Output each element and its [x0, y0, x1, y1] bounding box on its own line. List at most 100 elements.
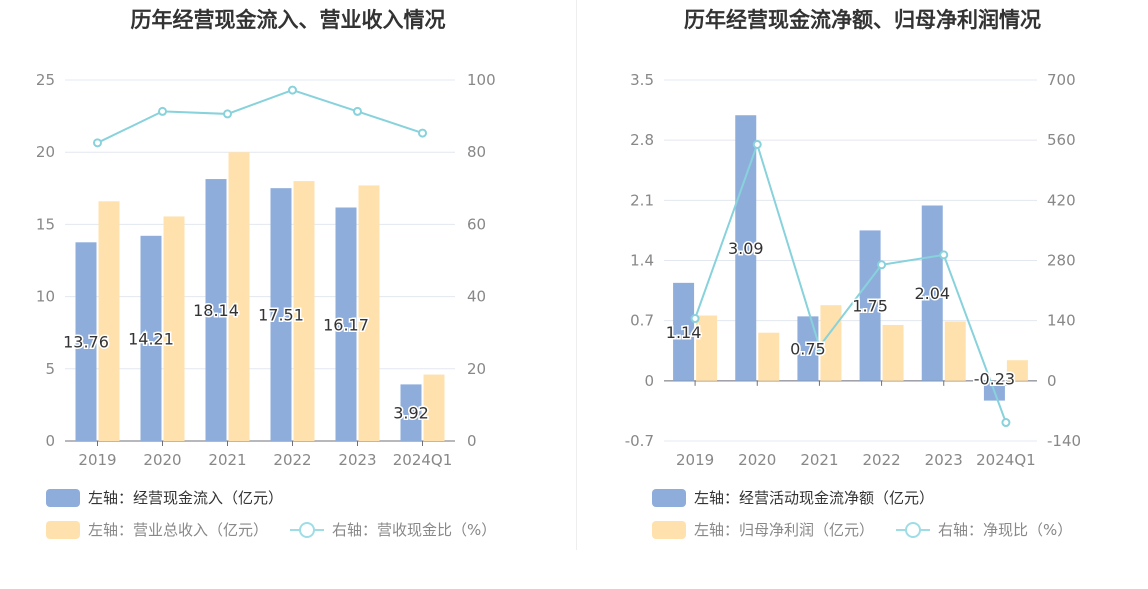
bar — [293, 181, 315, 441]
legend-label: 右轴：营收现金比（%） — [332, 521, 497, 539]
data-label: 16.17 — [323, 315, 369, 334]
chart-title: 历年经营现金流净额、归母净利润情况 — [684, 8, 1041, 32]
bar — [75, 242, 97, 441]
bar — [758, 332, 780, 381]
right-axis-tick: 140 — [1047, 312, 1076, 330]
legend-row-1: 左轴：经营现金流入（亿元） — [46, 487, 305, 508]
bar — [859, 230, 881, 381]
bar — [423, 374, 445, 441]
left-axis-tick: 1.4 — [630, 252, 654, 270]
series-line — [97, 89, 423, 144]
x-axis-label: 2022 — [862, 451, 900, 469]
left-axis-tick: 15 — [36, 215, 55, 233]
right-axis-tick: 560 — [1047, 131, 1076, 149]
line-point — [939, 250, 949, 260]
x-axis-label: 2020 — [143, 451, 181, 469]
data-label: 0.75 — [790, 340, 826, 359]
x-axis-label: 2019 — [78, 451, 116, 469]
left-axis-tick: 2.1 — [630, 191, 654, 209]
left-axis-tick: 10 — [36, 288, 55, 306]
legend-swatch — [46, 488, 80, 507]
data-label: 3.09 — [728, 239, 764, 258]
data-label: -0.23 — [974, 370, 1015, 389]
left-axis-tick: 0 — [45, 432, 55, 450]
x-axis-label: 2022 — [273, 451, 311, 469]
right-axis-tick: 20 — [467, 360, 486, 378]
right-axis-tick: -140 — [1047, 432, 1081, 450]
legend-swatch — [46, 520, 80, 539]
bar — [98, 201, 120, 441]
chart-panel-left: 历年经营现金流入、营业收入情况 0 5 10 15 20 25 0 20 40 60 80 100 20… — [36, 8, 496, 540]
series-line — [694, 141, 1007, 423]
left-axis-tick: 2.8 — [630, 131, 654, 149]
chart-plot-right: -0.7 0 0.7 1.4 2.1 2.8 3.5 -140 0 140 280 420 560 700… — [625, 71, 1081, 469]
x-axis-label: 2020 — [738, 451, 776, 469]
line-point — [288, 85, 297, 95]
bar — [944, 321, 966, 381]
legend-label: 左轴：经营活动现金流净额（亿元） — [694, 489, 935, 507]
x-axis-label: 2024Q1 — [976, 451, 1036, 469]
right-axis-tick: 280 — [1047, 252, 1076, 270]
line-point — [877, 260, 887, 270]
panel-divider — [576, 0, 577, 550]
chart-panel-right: 历年经营现金流净额、归母净利润情况 -0.7 0 0.7 1.4 2.1 2.8 3.5 -1… — [577, 0, 1148, 589]
bar — [270, 188, 292, 441]
left-axis-tick: 3.5 — [630, 71, 654, 89]
right-axis-tick: 0 — [1047, 372, 1057, 390]
data-label: 2.04 — [914, 284, 950, 303]
bar — [735, 115, 757, 381]
x-axis-label: 2023 — [925, 451, 963, 469]
legend-item-net-cash-ratio[interactable]: 右轴：净现比（%） — [896, 519, 1072, 540]
data-label: 3.92 — [393, 404, 429, 423]
right-axis-tick: 0 — [467, 432, 477, 450]
data-label: 1.75 — [852, 297, 888, 316]
line-point — [223, 109, 232, 119]
x-axis-label: 2021 — [208, 451, 246, 469]
legend-row-2: 左轴：归母净利润（亿元） 右轴：净现比（%） — [652, 519, 1094, 540]
left-axis-tick: 20 — [36, 143, 55, 161]
legend-item-net-cash-flow[interactable]: 左轴：经营活动现金流净额（亿元） — [652, 487, 934, 508]
bar — [696, 315, 718, 381]
left-axis-tick: 0 — [644, 372, 654, 390]
legend-label: 左轴：归母净利润（亿元） — [694, 521, 875, 539]
legend-item-revenue[interactable]: 左轴：营业总收入（亿元） — [46, 519, 268, 540]
x-axis-label: 2024Q1 — [393, 451, 453, 469]
legend-item-cash-inflow[interactable]: 左轴：经营现金流入（亿元） — [46, 487, 283, 508]
chart-title: 历年经营现金流入、营业收入情况 — [130, 8, 446, 32]
legend-line-icon — [290, 521, 325, 539]
line-point — [353, 106, 362, 116]
x-axis-label: 2023 — [338, 451, 376, 469]
bar — [358, 185, 380, 441]
legend-item-net-profit[interactable]: 左轴：归母净利润（亿元） — [652, 519, 874, 540]
legend-label: 右轴：净现比（%） — [938, 521, 1073, 539]
left-axis-tick: 0.7 — [630, 312, 654, 330]
bar — [921, 205, 943, 381]
right-axis-tick: 60 — [467, 215, 486, 233]
legend-label: 左轴：营业总收入（亿元） — [88, 521, 269, 539]
data-label: 14.21 — [128, 329, 174, 348]
line-point — [1001, 418, 1011, 428]
bar — [228, 152, 250, 441]
line-point — [418, 128, 427, 138]
legend-item-cash-ratio[interactable]: 右轴：营收现金比（%） — [290, 519, 496, 540]
left-axis-tick: 5 — [45, 360, 55, 378]
right-axis-tick: 420 — [1047, 191, 1076, 209]
x-axis-label: 2021 — [800, 451, 838, 469]
bar — [1006, 360, 1028, 381]
bar — [163, 216, 185, 441]
line-point — [690, 314, 700, 324]
bar — [400, 384, 422, 441]
legend-swatch — [652, 520, 686, 539]
legend-swatch — [652, 488, 686, 507]
left-axis-tick: -0.7 — [625, 432, 654, 450]
chart-plot-left: 0 5 10 15 20 25 0 20 40 60 80 100 2019 2020 2021 2022 20… — [36, 71, 496, 469]
right-axis-tick: 700 — [1047, 71, 1076, 89]
bar — [205, 179, 227, 441]
line-point — [158, 106, 167, 116]
data-label: 1.14 — [666, 323, 702, 342]
bar — [673, 282, 695, 381]
bar — [882, 324, 904, 381]
data-label: 18.14 — [193, 301, 239, 320]
right-axis-tick: 100 — [467, 71, 496, 89]
bar — [140, 235, 162, 441]
